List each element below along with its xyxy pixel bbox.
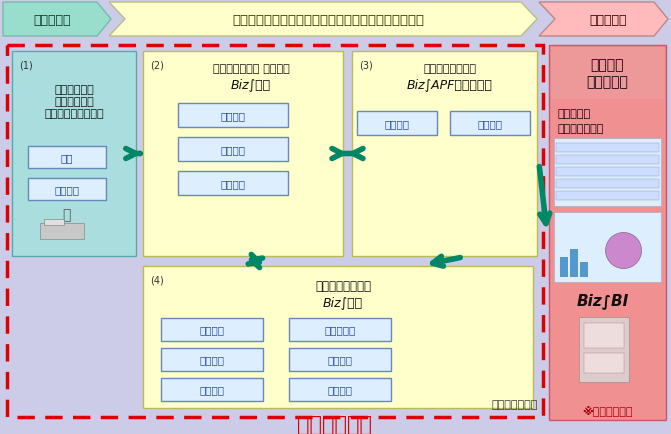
Polygon shape [3,3,111,37]
FancyBboxPatch shape [560,257,568,277]
FancyBboxPatch shape [580,263,588,277]
Text: 総勘定元帳: 総勘定元帳 [324,325,356,335]
FancyBboxPatch shape [161,318,263,341]
FancyBboxPatch shape [556,191,659,201]
FancyBboxPatch shape [556,180,659,188]
FancyBboxPatch shape [556,168,659,177]
FancyBboxPatch shape [161,348,263,371]
FancyBboxPatch shape [44,220,64,226]
Text: バックオフィス系（購買・在庫・販売・生産・会計）: バックオフィス系（購買・在庫・販売・生産・会計） [232,13,424,26]
Polygon shape [109,3,537,37]
Text: 管理会計: 管理会計 [327,355,352,365]
Text: ・現状確認: ・現状確認 [557,109,590,119]
FancyBboxPatch shape [352,52,537,256]
Text: ※次期フェーズ: ※次期フェーズ [582,404,633,415]
Text: ・問題点の把握: ・問題点の把握 [557,124,603,134]
Text: Biz∫BI: Biz∫BI [576,293,629,308]
Text: (4): (4) [150,275,164,285]
Text: 会計業務システム: 会計業務システム [315,280,371,293]
FancyBboxPatch shape [549,46,666,420]
FancyBboxPatch shape [12,52,136,256]
FancyBboxPatch shape [554,213,661,283]
FancyBboxPatch shape [450,112,530,136]
FancyBboxPatch shape [579,317,629,382]
FancyBboxPatch shape [584,323,624,348]
FancyBboxPatch shape [3,42,668,426]
FancyBboxPatch shape [554,139,661,207]
FancyBboxPatch shape [143,266,533,408]
FancyBboxPatch shape [161,378,263,401]
FancyBboxPatch shape [289,318,391,341]
Text: 購買業務・在庫 システム: 購買業務・在庫 システム [213,64,289,74]
Text: ．: ． [62,207,70,221]
Text: Biz∫販売: Biz∫販売 [231,78,271,91]
Text: 生産管理システム: 生産管理システム [423,64,476,74]
FancyBboxPatch shape [289,378,391,401]
Text: 工程管理: 工程管理 [384,119,409,129]
FancyBboxPatch shape [289,348,391,371]
Text: 新基幹システム: 新基幹システム [492,399,538,409]
FancyBboxPatch shape [178,104,288,128]
Text: 経営管理
（分析系）: 経営管理 （分析系） [586,58,629,89]
Circle shape [605,233,641,269]
FancyBboxPatch shape [178,171,288,196]
Bar [7,46,543,417]
FancyBboxPatch shape [40,224,84,240]
Text: 購買管理: 購買管理 [221,145,246,155]
Text: 債権管理: 債権管理 [199,325,225,335]
Text: 販売管理: 販売管理 [221,111,246,121]
Text: (3): (3) [359,61,373,71]
FancyBboxPatch shape [551,48,664,100]
Text: 債務管理: 債務管理 [199,355,225,365]
Text: Biz∫会計: Biz∫会計 [323,296,363,309]
Text: (2): (2) [150,61,164,71]
Text: 伝票出力: 伝票出力 [54,184,79,194]
FancyBboxPatch shape [556,144,659,153]
FancyBboxPatch shape [584,353,624,373]
FancyBboxPatch shape [28,178,106,201]
Text: 在庫管理: 在庫管理 [221,178,246,188]
Text: 買取: 買取 [61,153,73,163]
FancyBboxPatch shape [357,112,437,136]
Text: 資金管理: 資金管理 [199,385,225,395]
Text: Biz∫APFによる開発: Biz∫APFによる開発 [407,78,493,91]
Text: 法人向け地金
買取システム
（タブレット端末）: 法人向け地金 買取システム （タブレット端末） [44,84,104,119]
Text: (1): (1) [19,61,33,71]
FancyBboxPatch shape [143,52,343,256]
Polygon shape [539,3,668,37]
Text: 原価管理: 原価管理 [478,119,503,129]
FancyBboxPatch shape [28,147,106,169]
Text: 業務管理系: 業務管理系 [590,13,627,26]
FancyBboxPatch shape [570,250,578,277]
Text: 資産管理: 資産管理 [327,385,352,395]
Text: フロント系: フロント系 [34,13,70,26]
Text: 導入スコープ: 導入スコープ [297,414,372,434]
FancyBboxPatch shape [556,156,659,164]
FancyBboxPatch shape [178,138,288,161]
